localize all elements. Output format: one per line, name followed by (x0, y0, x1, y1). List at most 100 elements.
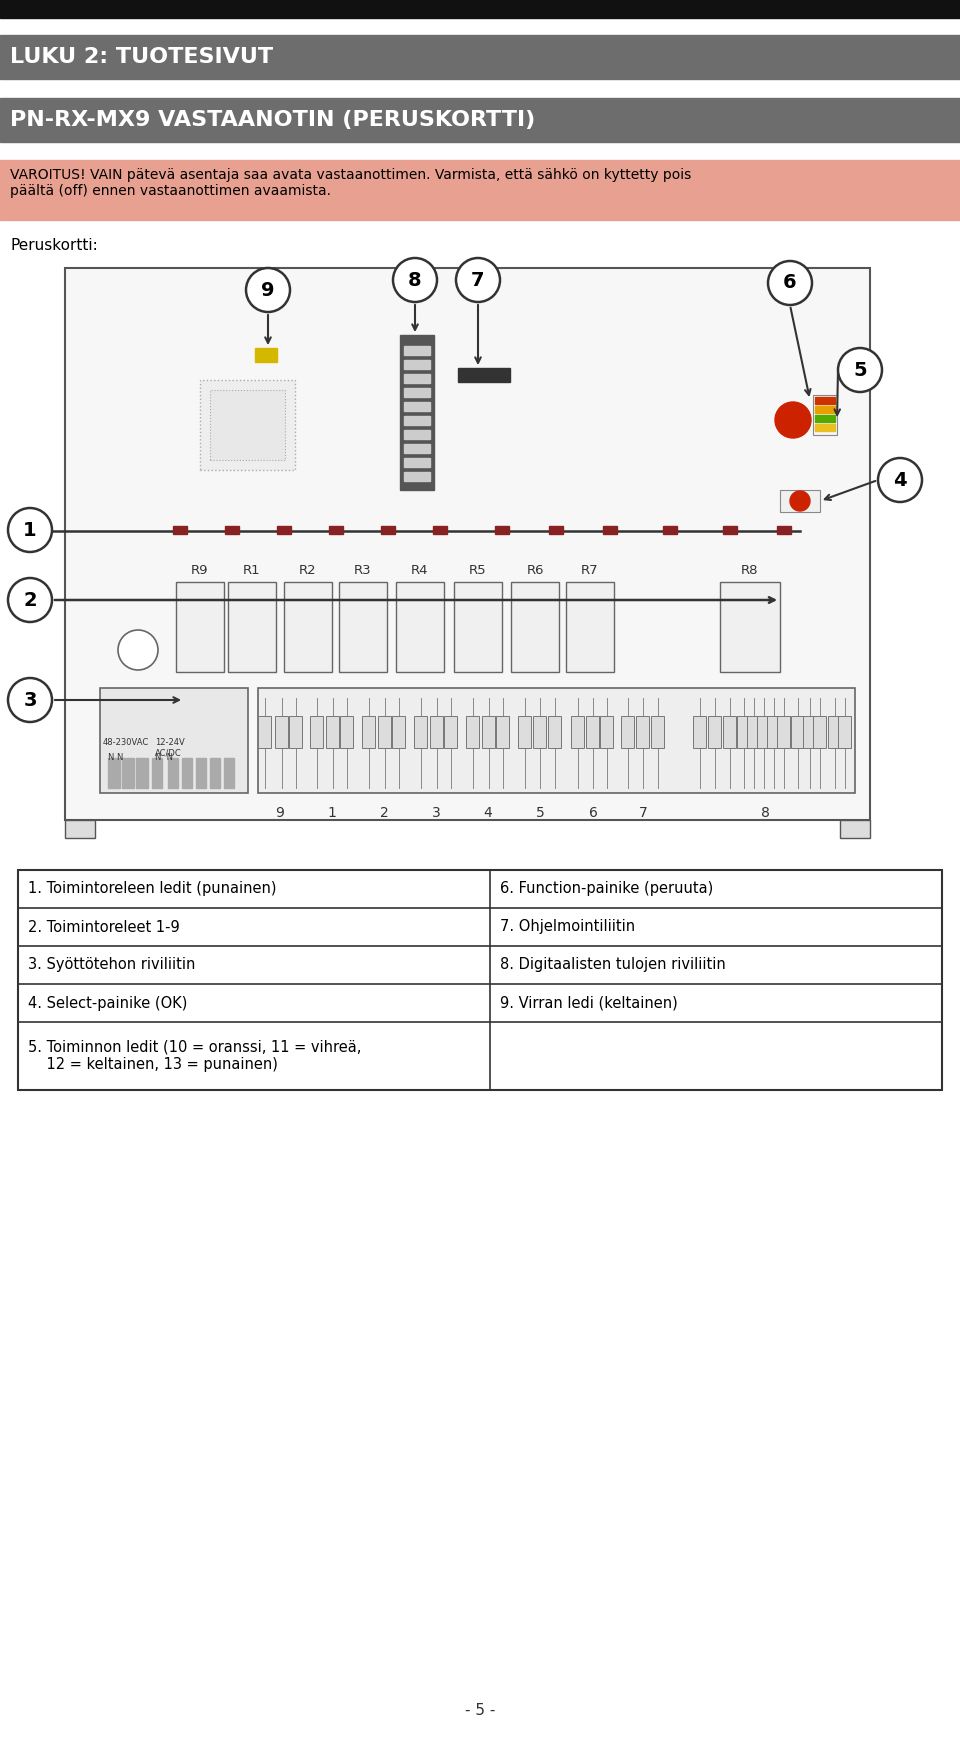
Text: 9. Virran ledi (keltainen): 9. Virran ledi (keltainen) (500, 995, 678, 1010)
Text: 1: 1 (23, 521, 36, 540)
Bar (404, 375, 430, 383)
Bar (815, 415, 835, 422)
Text: 4. Select-painike (OK): 4. Select-painike (OK) (28, 995, 187, 1010)
Bar (663, 526, 677, 535)
Circle shape (8, 678, 52, 721)
Bar (720, 582, 780, 672)
Text: 3. Syöttötehon riviliitin: 3. Syöttötehon riviliitin (28, 958, 196, 972)
Bar (152, 758, 162, 787)
Bar (636, 716, 649, 747)
Bar (803, 716, 816, 747)
Text: 2. Toimintoreleet 1-9: 2. Toimintoreleet 1-9 (28, 920, 180, 934)
Circle shape (838, 348, 882, 392)
Bar (404, 472, 430, 481)
Bar (196, 758, 206, 787)
Bar (693, 716, 706, 747)
Bar (815, 397, 835, 404)
Bar (651, 716, 664, 747)
Text: - 5 -: - 5 - (465, 1702, 495, 1718)
Bar (340, 716, 353, 747)
Circle shape (790, 491, 810, 510)
Bar (813, 395, 837, 436)
Text: 8. Digitaalisten tulojen riviliitin: 8. Digitaalisten tulojen riviliitin (500, 958, 726, 972)
Bar (813, 716, 826, 747)
Bar (777, 716, 790, 747)
Circle shape (8, 578, 52, 622)
Text: LUKU 2: TUOTESIVUT: LUKU 2: TUOTESIVUT (10, 47, 274, 66)
Bar (838, 716, 851, 747)
Bar (495, 526, 509, 535)
Text: 5: 5 (853, 361, 867, 380)
Text: R5: R5 (469, 563, 487, 577)
Bar (737, 716, 750, 747)
Bar (277, 526, 291, 535)
Bar (815, 406, 835, 413)
Bar (136, 758, 148, 787)
Text: 9: 9 (276, 807, 284, 820)
Text: 8: 8 (408, 270, 421, 289)
Text: 3: 3 (432, 807, 441, 820)
Bar (828, 716, 841, 747)
Bar (400, 334, 434, 490)
Text: PN-RX-MX9 VASTAANOTIN (PERUSKORTTI): PN-RX-MX9 VASTAANOTIN (PERUSKORTTI) (10, 110, 536, 131)
Bar (404, 347, 430, 355)
Bar (791, 716, 804, 747)
Text: 8: 8 (760, 807, 769, 820)
Bar (511, 582, 559, 672)
Bar (518, 716, 531, 747)
Text: 4: 4 (893, 470, 907, 490)
Text: R6: R6 (526, 563, 543, 577)
Text: VAROITUS! VAIN pätevä asentaja saa avata vastaanottimen. Varmista, että sähkö on: VAROITUS! VAIN pätevä asentaja saa avata… (10, 167, 691, 199)
Bar (258, 716, 271, 747)
Bar (603, 526, 617, 535)
Text: Peruskortti:: Peruskortti: (10, 239, 98, 253)
Bar (444, 716, 457, 747)
Bar (381, 526, 395, 535)
Text: 9: 9 (261, 280, 275, 300)
Bar (258, 688, 855, 793)
Bar (433, 526, 447, 535)
Bar (182, 758, 192, 787)
Circle shape (456, 258, 500, 301)
Bar (108, 758, 120, 787)
Bar (329, 526, 343, 535)
Text: 1. Toimintoreleen ledit (punainen): 1. Toimintoreleen ledit (punainen) (28, 881, 276, 897)
Bar (225, 526, 239, 535)
Bar (767, 716, 780, 747)
Bar (780, 490, 820, 512)
Circle shape (768, 261, 812, 305)
Text: 5: 5 (536, 807, 544, 820)
Bar (404, 416, 430, 425)
Bar (466, 716, 479, 747)
Bar (549, 526, 563, 535)
Bar (533, 716, 546, 747)
Bar (0, 0, 960, 17)
Bar (210, 390, 285, 460)
Text: 12-24V
AC/DC: 12-24V AC/DC (155, 739, 184, 758)
Text: 7: 7 (638, 807, 647, 820)
Circle shape (775, 402, 811, 437)
Bar (548, 716, 561, 747)
Circle shape (118, 631, 158, 671)
Bar (621, 716, 634, 747)
Bar (176, 582, 224, 672)
Bar (255, 348, 277, 362)
Bar (65, 268, 870, 820)
Bar (362, 716, 375, 747)
Bar (289, 716, 302, 747)
Bar (496, 716, 509, 747)
Bar (404, 361, 430, 369)
Bar (378, 716, 391, 747)
Bar (284, 582, 332, 672)
Bar (65, 820, 95, 838)
Bar (600, 716, 613, 747)
Bar (815, 423, 835, 430)
Bar (326, 716, 339, 747)
Text: 6: 6 (783, 273, 797, 293)
Bar (458, 368, 510, 381)
Bar (0, 160, 960, 219)
Bar (723, 526, 737, 535)
Bar (747, 716, 760, 747)
Bar (392, 716, 405, 747)
Text: 1: 1 (327, 807, 336, 820)
